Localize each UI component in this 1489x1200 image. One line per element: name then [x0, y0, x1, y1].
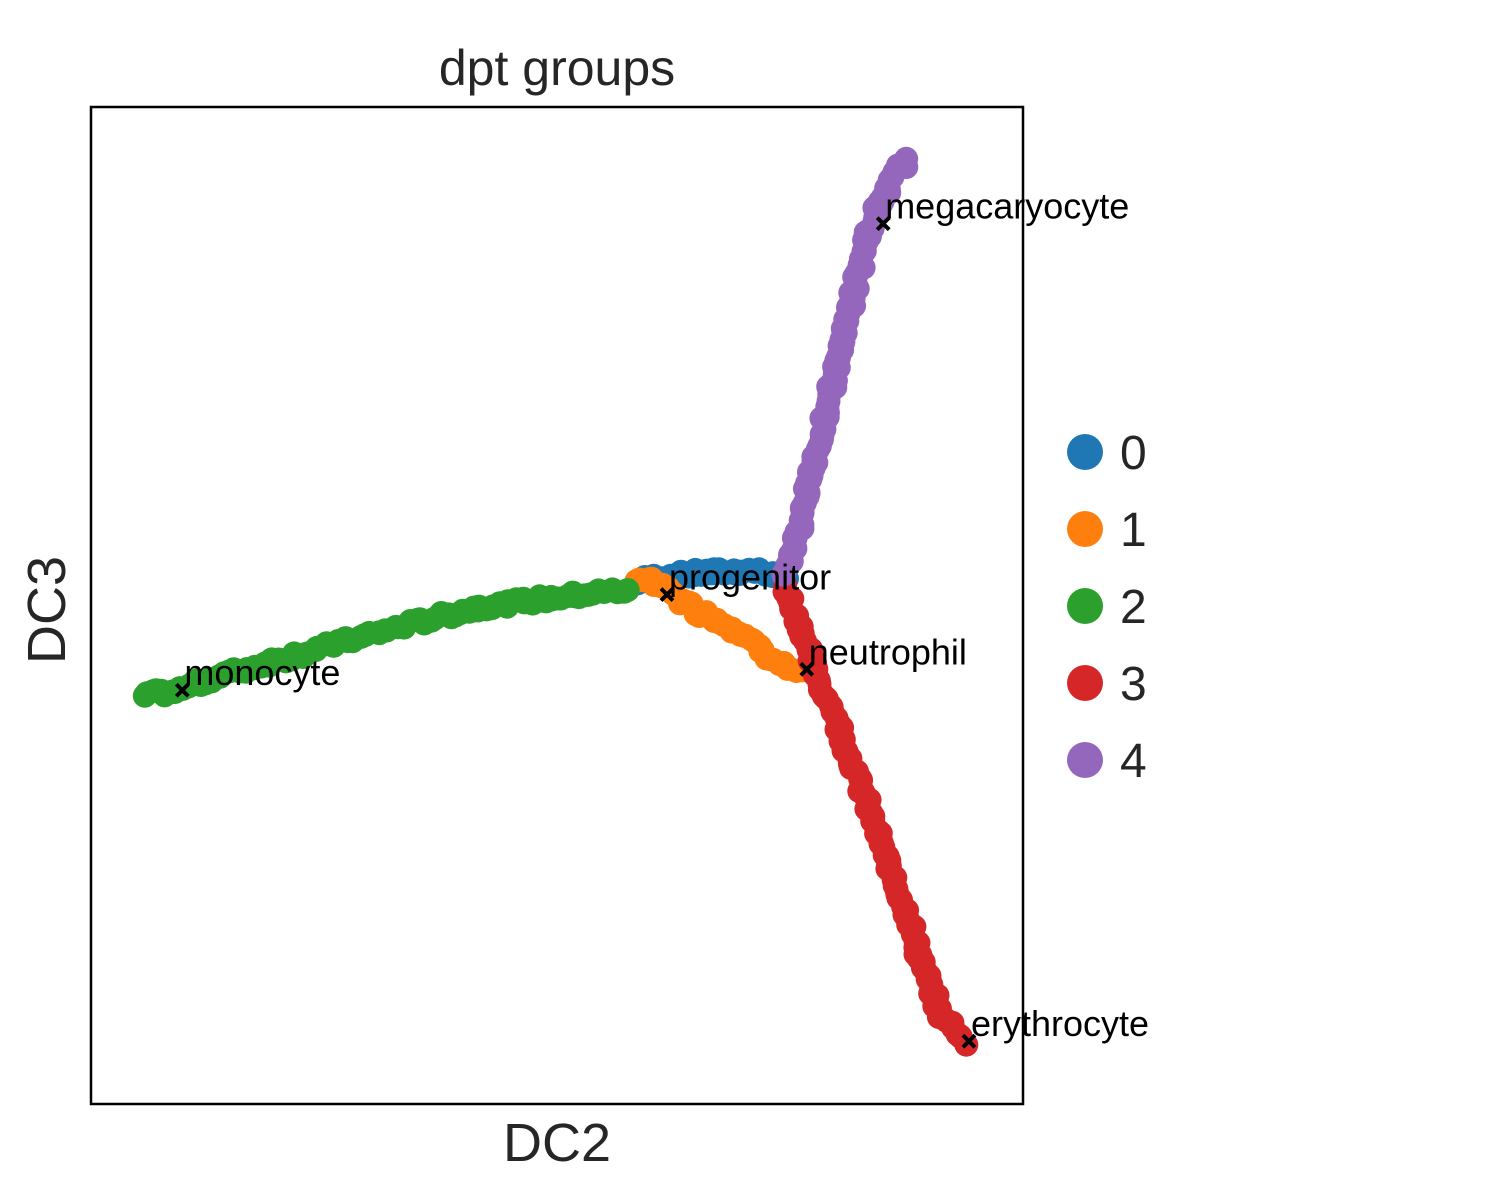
- legend-label: 2: [1120, 581, 1147, 634]
- data-point: [894, 146, 919, 171]
- annotation-label: neutrophil: [809, 631, 967, 672]
- legend-label: 3: [1120, 658, 1147, 711]
- legend-marker: [1067, 511, 1103, 547]
- cross-marker: [799, 661, 815, 677]
- legend-marker: [1067, 742, 1103, 778]
- legend: 0 1 2 3 4: [1067, 427, 1147, 788]
- annotation-label: monocyte: [184, 652, 340, 693]
- y-axis-label: DC3: [17, 556, 77, 664]
- scatter-points: [132, 146, 979, 1057]
- legend-label: 0: [1120, 427, 1147, 480]
- plot-frame: [89, 105, 1025, 1106]
- annotation-label: progenitor: [669, 557, 831, 598]
- x-axis-label: DC2: [503, 1113, 611, 1173]
- annotation-erythrocyte: erythrocyte: [961, 1003, 1149, 1049]
- legend-marker: [1067, 588, 1103, 624]
- legend-marker: [1067, 434, 1103, 470]
- chart-title: dpt groups: [439, 40, 675, 96]
- legend-label: 1: [1120, 504, 1147, 557]
- annotation-label: erythrocyte: [971, 1003, 1149, 1044]
- legend-item-4: 4: [1067, 735, 1147, 788]
- legend-item-0: 0: [1067, 427, 1147, 480]
- series-4: [771, 146, 919, 587]
- annotation-label: megacaryocyte: [885, 186, 1129, 227]
- legend-item-2: 2: [1067, 581, 1147, 634]
- series-2: [132, 577, 640, 708]
- annotation-progenitor: progenitor: [659, 557, 831, 602]
- series-3: [772, 573, 979, 1057]
- annotation-neutrophil: neutrophil: [799, 631, 967, 677]
- annotation-megacaryocyte: megacaryocyte: [875, 186, 1129, 232]
- legend-marker: [1067, 665, 1103, 701]
- cross-marker: [174, 682, 190, 698]
- legend-item-3: 3: [1067, 658, 1147, 711]
- cross-marker: [659, 587, 675, 602]
- data-point: [615, 578, 640, 602]
- annotations: progenitor neutrophil monocyte megacaryocyt…: [174, 186, 1149, 1049]
- annotation-monocyte: monocyte: [174, 652, 340, 698]
- cross-marker: [875, 216, 891, 232]
- legend-label: 4: [1120, 735, 1147, 788]
- cross-marker: [961, 1033, 977, 1049]
- legend-item-1: 1: [1067, 504, 1147, 557]
